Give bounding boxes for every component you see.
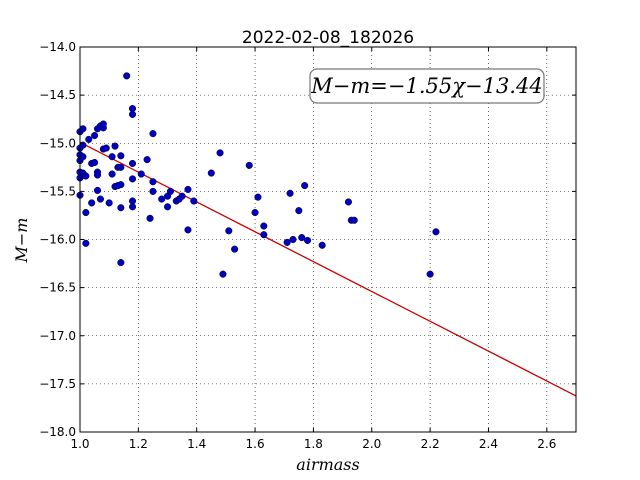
y-axis-label: M−m [12,218,31,264]
x-tick-label: 1.6 [246,437,265,451]
data-point [163,203,172,211]
data-point [93,186,102,194]
data-point [304,236,312,245]
data-point [254,193,262,201]
data-point [216,149,224,157]
grid-lines [80,47,576,432]
data-point [184,226,192,234]
data-point [184,185,192,193]
data-point [231,245,239,253]
data-point [96,195,104,203]
data-point [117,181,125,189]
x-tick-label: 1.4 [187,437,206,451]
data-point [128,159,137,168]
data-point [283,238,291,246]
x-tick-label: 2.6 [537,437,556,451]
data-point [432,228,440,236]
data-point [111,142,119,150]
y-tick-label: −14.5 [39,88,76,102]
data-point [146,214,154,222]
fit-equation-box-border [309,68,545,104]
data-point [117,152,125,160]
data-point [117,259,125,267]
data-point [158,195,166,203]
x-tick-label: 1.0 [70,437,89,451]
data-point [137,170,145,178]
data-point [91,132,99,140]
data-point [105,199,113,207]
data-point [207,169,215,177]
data-point [225,227,233,235]
data-point [88,199,96,207]
data-point [289,235,297,244]
data-point [245,161,253,169]
x-tick-label: 2.2 [421,437,440,451]
data-point [260,231,268,239]
fit-line-group [79,141,577,397]
data-point [108,153,116,161]
x-tick-label: 2.4 [479,437,498,451]
data-point [82,209,90,217]
data-point [149,130,157,138]
data-points [76,72,440,278]
data-point [301,182,309,190]
data-point [286,189,294,197]
y-tick-label: −16.5 [39,281,76,295]
chart-title: 2022-02-08_182026 [242,28,414,48]
tick-labels: 1.0 1.2 1.4 1.6 1.8 2.0 2.2 2.4 2.6 −14.0 −14.5 −15… [39,40,556,451]
data-point [251,209,259,217]
data-point [93,171,102,179]
data-point [166,187,174,195]
data-point [295,207,303,215]
data-point [102,144,110,152]
x-axis-label: airmass [296,455,359,474]
x-tick-label: 1.2 [129,437,148,451]
y-tick-label: −14.0 [39,40,76,54]
y-tick-label: −17.0 [39,329,76,343]
y-tick-label: −17.5 [39,377,76,391]
fit-line [79,141,577,397]
data-point [143,156,151,164]
data-point [123,72,131,80]
x-tick-label: 2.0 [362,437,381,451]
data-point [426,270,434,278]
data-point [178,192,186,200]
y-tick-label: −15.0 [39,136,76,150]
data-point [149,178,157,186]
data-point [117,163,125,171]
y-tick-label: −16.0 [39,233,76,247]
axis-ticks [79,46,576,433]
x-tick-label: 1.8 [304,437,323,451]
data-point [99,120,107,128]
data-point [350,216,358,224]
data-point [298,234,306,242]
data-point [128,110,137,118]
data-point [85,135,93,143]
fit-equation-text: M−m=−1.55χ−13.44 [310,74,542,98]
data-point [260,222,268,230]
data-point [149,187,157,195]
data-point [128,203,137,211]
data-point [128,175,137,183]
data-point [344,198,352,206]
data-point [82,239,90,247]
fit-equation-box: M−m=−1.55χ−13.44 [309,68,545,104]
data-point [79,153,87,161]
data-point [318,241,326,249]
data-point [190,197,198,205]
data-point [117,204,125,212]
data-point [79,125,87,133]
data-point [82,172,90,180]
data-point [108,170,116,178]
data-point [219,270,227,278]
data-point [91,158,99,167]
y-tick-label: −18.0 [39,425,76,439]
y-tick-label: −15.5 [39,184,76,198]
